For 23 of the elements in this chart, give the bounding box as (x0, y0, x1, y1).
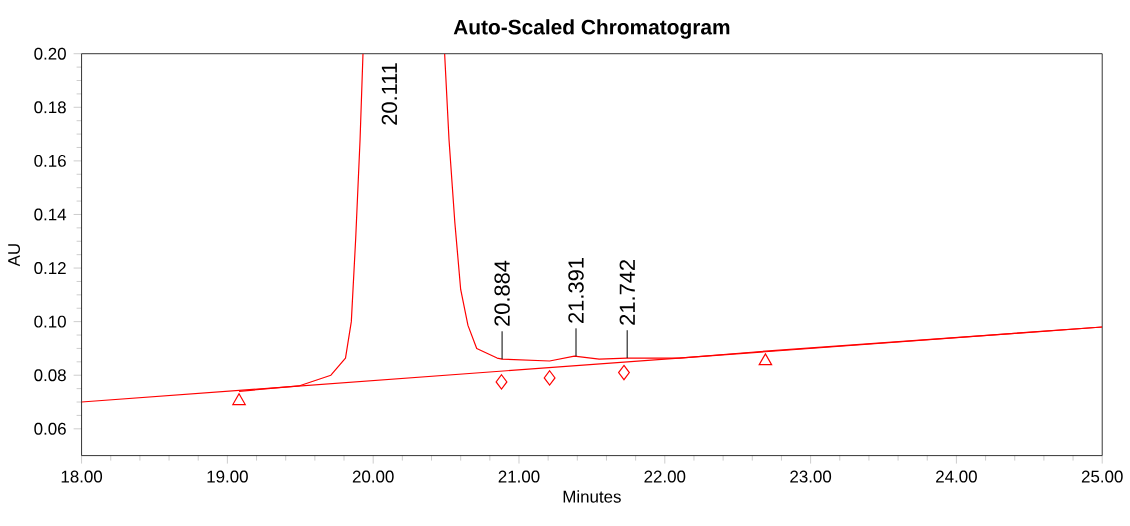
y-tick-label: 0.16 (34, 154, 66, 167)
annotation: 21.742 (619, 259, 635, 325)
x-tick-label: 25.00 (1081, 470, 1123, 483)
annotation: 21.391 (568, 258, 584, 323)
y-tick-label: 0.10 (34, 315, 66, 328)
chart-title: Auto-Scaled Chromatogram (453, 19, 730, 39)
x-tick-label: 24.00 (936, 470, 977, 483)
y-tick-label: 0.06 (34, 422, 66, 435)
y-tick-label: 0.18 (34, 101, 66, 114)
annotation: 20.884 (494, 260, 510, 326)
y-tick-label: 0.20 (34, 47, 66, 60)
x-tick-label: 18.00 (61, 470, 103, 483)
x-tick-label: 19.00 (207, 470, 248, 483)
annotation: 20.111 (381, 63, 398, 125)
x-axis-title: Minutes (563, 490, 621, 503)
x-tick-label: 22.00 (644, 470, 686, 483)
x-tick-label: 21.00 (498, 470, 540, 483)
y-tick-label: 0.12 (34, 261, 66, 274)
x-tick-label: 20.00 (352, 470, 394, 483)
y-tick-label: 0.14 (34, 208, 67, 221)
y-axis-title: AU (8, 244, 21, 267)
y-tick-label: 0.08 (34, 369, 66, 382)
x-tick-label: 23.00 (790, 470, 832, 483)
